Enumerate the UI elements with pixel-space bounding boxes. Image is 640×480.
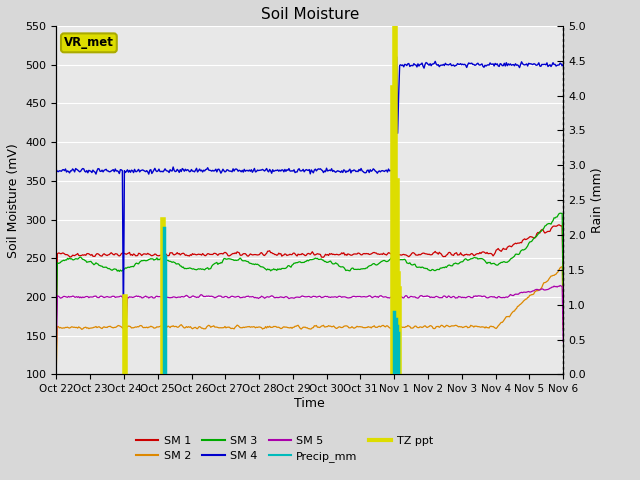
Legend: SM 1, SM 2, SM 3, SM 4, SM 5, Precip_mm, TZ ppt: SM 1, SM 2, SM 3, SM 4, SM 5, Precip_mm,… <box>132 431 437 467</box>
Text: VR_met: VR_met <box>64 36 114 49</box>
Title: Soil Moisture: Soil Moisture <box>260 7 359 22</box>
Y-axis label: Soil Moisture (mV): Soil Moisture (mV) <box>7 143 20 257</box>
Y-axis label: Rain (mm): Rain (mm) <box>591 168 604 233</box>
X-axis label: Time: Time <box>294 397 325 410</box>
